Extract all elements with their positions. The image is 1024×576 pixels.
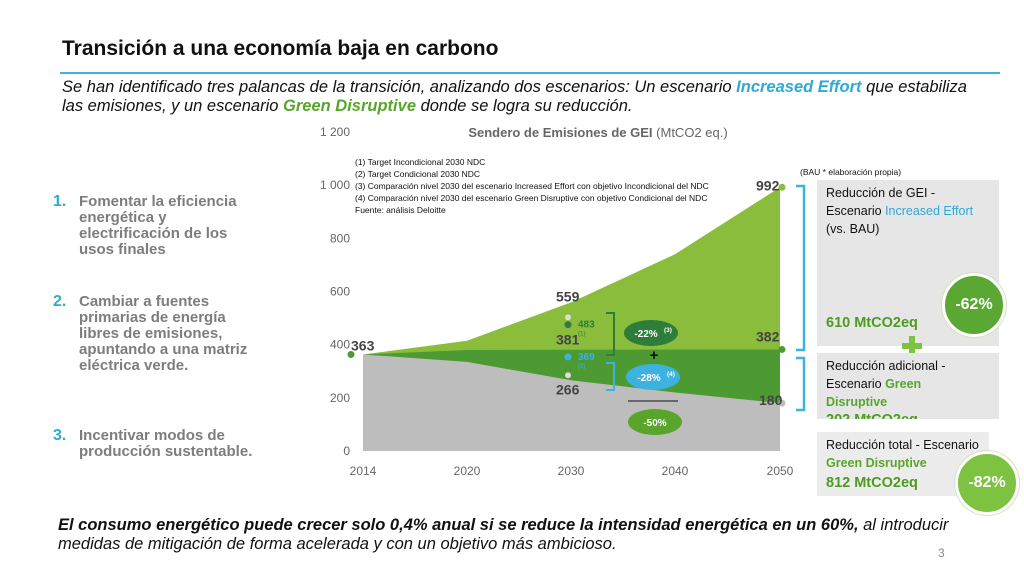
ndc-target-note: (1) — [578, 332, 585, 338]
label-gd-2050: 180 — [759, 392, 783, 408]
lever-text: Cambiar a fuentes primarias de energía l… — [79, 293, 248, 374]
bracket-gd-reduction — [796, 356, 806, 412]
ie-percent-bubble: -62% — [942, 273, 1006, 337]
ndc-target-marker — [564, 321, 572, 329]
bracket-ie-ndc — [606, 312, 615, 356]
comparison-note-ie: (3) — [664, 327, 672, 334]
ie-box-line2: Escenario Increased Effort — [826, 202, 990, 220]
y-tick-label: 400 — [330, 338, 350, 352]
x-tick-label: 2040 — [662, 464, 689, 478]
conclusion-bold: El consumo energético puede crecer solo … — [58, 516, 859, 534]
lever-item-2: 2. Cambiar a fuentes primarias de energía… — [53, 294, 263, 374]
comparison-note-gd: (4) — [667, 371, 675, 378]
y-tick-label: 600 — [330, 285, 350, 299]
ndc-target-label: 369 — [578, 352, 595, 363]
page-number: 3 — [938, 546, 945, 560]
gd-box-line2-text: Escenario — [826, 377, 886, 391]
chart-title-unit: (MtCO2 eq.) — [656, 125, 728, 140]
chart-note: (2) Target Condicional 2030 NDC — [355, 169, 480, 179]
gd-2050-marker — [778, 399, 786, 407]
chart-note: (3) Comparación nivel 2030 del escenario… — [355, 181, 709, 191]
subtitle-text-2: que estabiliza las emisiones, y un escen… — [62, 78, 967, 115]
label-ie-2030: 381 — [556, 332, 580, 348]
gd-reduction-value: 202 MtCO2eq — [826, 411, 918, 419]
subtitle-text-1: Se han identificado tres palancas de la … — [62, 78, 737, 96]
gd-box-line2: Escenario Green — [826, 375, 990, 393]
x-tick-label: 2014 — [350, 464, 377, 478]
chart-note: (4) Comparación nivel 2030 del escenario… — [355, 193, 707, 203]
chart-note: Fuente: análisis Deloitte — [355, 205, 446, 215]
comparison-label-ie: -22% — [634, 329, 657, 340]
bau-2050-marker — [778, 183, 786, 191]
y-tick-label: 1 000 — [320, 178, 350, 192]
y-tick-label: 200 — [330, 391, 350, 405]
ndc-target-note: (2) — [578, 364, 585, 370]
ndc-target-marker — [564, 353, 572, 361]
x-tick-label: 2050 — [767, 464, 794, 478]
slide-title: Transición a una economía baja en carbon… — [62, 37, 499, 60]
lever-item-1: 1. Fomentar la eficiencia energética y el… — [53, 194, 263, 258]
gd-2030-marker — [565, 372, 571, 379]
subtitle-highlight-increased-effort: Increased Effort — [736, 78, 862, 96]
plus-icon — [902, 336, 922, 356]
plus-sign: + — [650, 347, 659, 364]
label-gd-2030: 266 — [556, 381, 580, 397]
ie-box-line2-text: Escenario — [826, 204, 886, 218]
conclusion-rest: al introducir medidas de mitigación de f… — [58, 516, 949, 553]
total-reduction-value: 812 MtCO2eq — [826, 475, 918, 491]
gd-box-line1: Reducción adicional - — [826, 359, 946, 373]
total-box-line1: Reducción total - Escenario — [826, 438, 979, 452]
ie-box-line3: (vs. BAU) — [826, 222, 880, 236]
title-divider — [60, 72, 1000, 74]
lever-number: 3. — [53, 427, 67, 444]
start-marker — [347, 351, 355, 359]
lever-text: Fomentar la eficiencia energética y elec… — [79, 193, 237, 258]
total-reduction-label: -50% — [643, 418, 666, 429]
subtitle-highlight-green-disruptive: Green Disruptive — [283, 97, 416, 115]
comparison-bubble-ie — [624, 320, 678, 346]
chart-title: Sendero de Emisiones de GEI (MtCO2 eq.) — [468, 125, 727, 140]
comparison-bubble-gd — [626, 364, 680, 390]
y-tick-label: 1 200 — [320, 125, 350, 139]
total-percent-bubble: -82% — [955, 451, 1019, 515]
chart-note: (1) Target Incondicional 2030 NDC — [355, 157, 485, 167]
gd-box-line3: Disruptive — [826, 395, 888, 409]
lever-number: 1. — [53, 193, 67, 210]
bracket-gd-ndc — [606, 362, 615, 391]
label-start: 363 — [351, 338, 375, 354]
total-box-line2: Green Disruptive — [826, 456, 927, 470]
y-tick-label: 0 — [343, 444, 350, 458]
x-tick-label: 2020 — [454, 464, 481, 478]
subtitle-text-3: donde se logra su reducción. — [416, 97, 633, 115]
ie-2050-marker — [778, 345, 786, 353]
bau-2030-marker — [565, 314, 571, 321]
ie-reduction-value: 610 MtCO2eq — [826, 315, 918, 331]
bracket-ie-reduction — [796, 184, 806, 352]
ndc-target-label: 483 — [578, 320, 595, 331]
bau-note: (BAU * elaboración propia) — [800, 167, 901, 177]
lever-item-3: 3. Incentivar modos de producción sustent… — [53, 428, 263, 460]
label-bau-2030: 559 — [556, 288, 580, 304]
conclusion-text: El consumo energético puede crecer solo … — [58, 516, 963, 554]
total-reduction-bubble — [628, 409, 682, 435]
lever-text: Incentivar modos de producción sustentab… — [79, 427, 253, 460]
total-reduction-box: Reducción total - Escenario Green Disrup… — [817, 432, 989, 496]
gd-box-scenario-name: Green — [885, 377, 922, 391]
ie-box-line1: Reducción de GEI - — [826, 186, 936, 200]
comparison-label-gd: -28% — [637, 373, 660, 384]
y-tick-label: 800 — [330, 231, 350, 245]
slide-subtitle: Se han identificado tres palancas de la … — [62, 78, 967, 116]
label-ie-2050: 382 — [756, 328, 780, 344]
green-disruptive-box: Reducción adicional - Escenario Green Di… — [817, 353, 999, 419]
label-bau-2050: 992 — [756, 177, 780, 193]
ie-box-scenario-name: Increased Effort — [885, 204, 974, 218]
lever-number: 2. — [53, 293, 67, 310]
x-tick-label: 2030 — [558, 464, 585, 478]
